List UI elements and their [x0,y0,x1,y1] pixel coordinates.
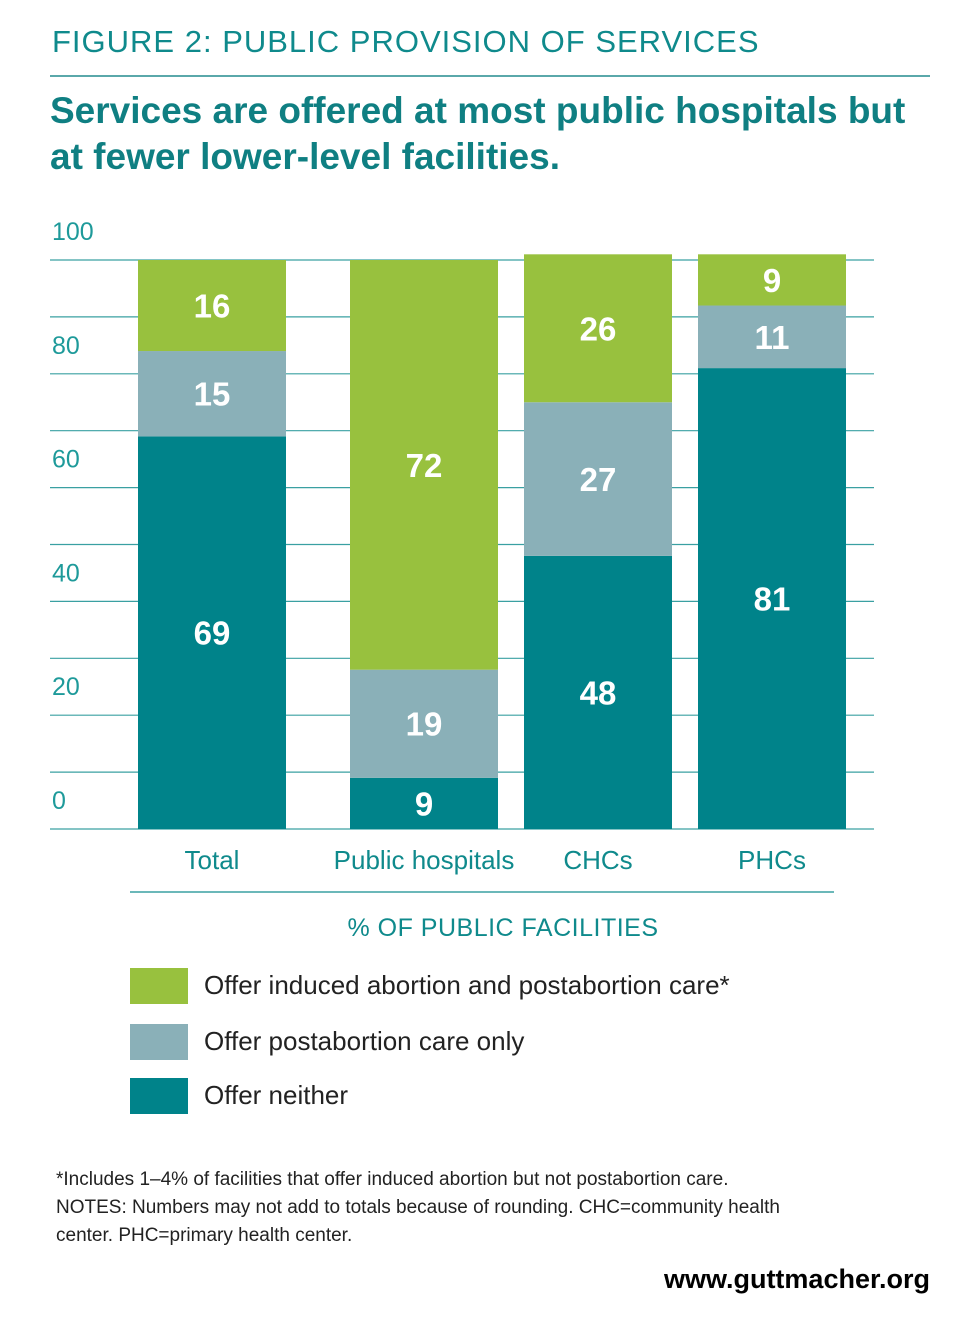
stacked-bar-chart: 0 20 40 60 80 100 69 15 16 Total 9 19 72 Public hospi… [50,218,874,942]
x-tick-label-1: Public hospitals [334,845,515,875]
y-tick-label-40: 40 [52,559,80,587]
bar-segment-public-hospitals-1 [350,669,498,778]
footnote: *Includes 1–4% of facilities that offer … [56,1169,729,1190]
data-label-public-hospitals-0: 9 [415,785,433,822]
legend-swatch-neither [130,1078,188,1114]
bar-segment-public-hospitals-0 [350,777,498,829]
data-label-total-1: 15 [194,376,231,413]
legend-item-neither: Offer neither [130,1078,850,1114]
data-label-total-0: 69 [194,615,231,652]
data-label-total-2: 16 [194,288,231,325]
legend-item-postabortion: Offer postabortion care only [130,1024,850,1060]
legend-swatch-induced [130,968,188,1004]
data-label-phcs-1: 11 [755,319,790,356]
bar-segment-public-hospitals-2 [350,260,498,670]
x-axis-title: % OF PUBLIC FACILITIES [347,914,658,942]
bar-segment-phcs-0 [698,368,846,829]
x-tick-label-2: CHCs [563,845,632,875]
y-tick-label-0: 0 [52,787,66,815]
y-tick-label-60: 60 [52,446,80,474]
legend-label-induced: Offer induced abortion and postabortion … [204,970,730,1000]
notes-line-1: NOTES: Numbers may not add to totals bec… [56,1197,780,1218]
bar-segment-total-0 [138,436,286,829]
notes-line-2: center. PHC=primary health center. [56,1225,353,1246]
legend-swatch-postabortion [130,1024,188,1060]
figure-label: FIGURE 2: PUBLIC PROVISION OF SERVICES [52,24,760,59]
y-tick-label-80: 80 [52,332,80,360]
y-tick-label-20: 20 [52,673,80,701]
x-tick-label-3: PHCs [738,845,806,875]
data-label-public-hospitals-1: 19 [406,706,443,743]
source-url[interactable]: www.guttmacher.org [663,1264,930,1294]
legend-label-postabortion: Offer postabortion care only [204,1026,525,1056]
bar-segment-chcs-0 [524,555,672,829]
data-label-phcs-0: 81 [754,581,791,618]
legend-label-neither: Offer neither [204,1080,349,1110]
bar-segment-total-2 [138,260,286,352]
x-tick-label-0: Total [185,845,240,875]
data-label-public-hospitals-2: 72 [406,447,443,484]
bar-segment-phcs-1 [698,305,846,369]
legend-item-induced: Offer induced abortion and postabortion … [130,968,850,1004]
data-label-phcs-2: 9 [763,262,781,299]
data-label-chcs-1: 27 [580,461,617,498]
bar-segment-total-1 [138,351,286,437]
chart-headline: Services are offered at most public hosp… [50,90,906,177]
data-label-chcs-0: 48 [580,674,617,711]
y-tick-label-100: 100 [52,218,94,246]
bar-segment-chcs-1 [524,402,672,556]
bar-segment-chcs-2 [524,254,672,403]
bar-segment-phcs-2 [698,254,846,306]
chart-notes: *Includes 1–4% of facilities that offer … [56,1166,886,1250]
data-label-chcs-2: 26 [580,310,617,347]
header-rule [50,75,930,77]
